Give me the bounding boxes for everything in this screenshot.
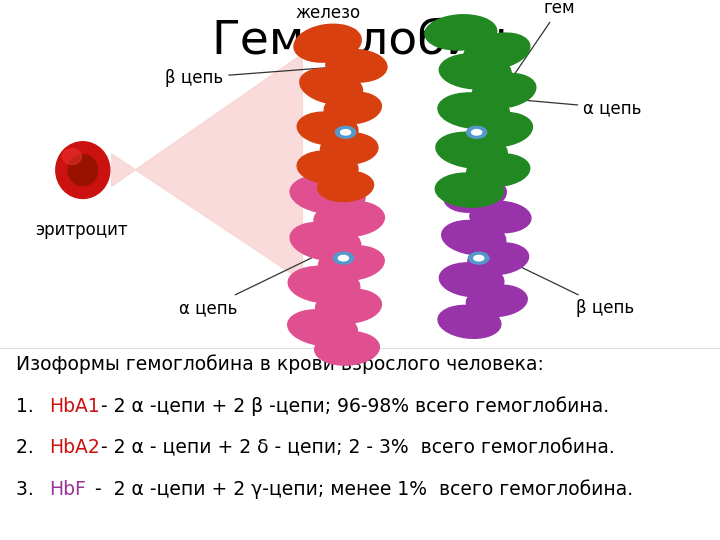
Text: эритроцит: эритроцит bbox=[35, 221, 127, 239]
Ellipse shape bbox=[464, 33, 530, 70]
Ellipse shape bbox=[294, 24, 361, 62]
Ellipse shape bbox=[467, 126, 487, 138]
Ellipse shape bbox=[425, 15, 497, 50]
Text: HbA1: HbA1 bbox=[50, 396, 100, 416]
Polygon shape bbox=[112, 54, 302, 281]
Ellipse shape bbox=[315, 332, 379, 365]
Ellipse shape bbox=[336, 126, 356, 138]
Ellipse shape bbox=[439, 53, 511, 89]
Text: железо: железо bbox=[295, 4, 360, 124]
Ellipse shape bbox=[438, 305, 501, 339]
Ellipse shape bbox=[470, 201, 531, 233]
Ellipse shape bbox=[442, 220, 505, 255]
Ellipse shape bbox=[300, 69, 363, 104]
Ellipse shape bbox=[297, 151, 358, 184]
Ellipse shape bbox=[469, 112, 532, 147]
Ellipse shape bbox=[63, 148, 81, 165]
Ellipse shape bbox=[290, 175, 365, 214]
Text: α цепь: α цепь bbox=[179, 249, 329, 317]
Ellipse shape bbox=[341, 130, 351, 135]
Text: Изоформы гемоглобина в крови взрослого человека:: Изоформы гемоглобина в крови взрослого ч… bbox=[16, 355, 544, 374]
Ellipse shape bbox=[68, 154, 98, 186]
Text: - 2 α -цепи + 2 β -цепи; 96-98% всего гемоглобина.: - 2 α -цепи + 2 β -цепи; 96-98% всего ге… bbox=[94, 396, 608, 416]
Text: HbF: HbF bbox=[50, 480, 86, 499]
Ellipse shape bbox=[444, 179, 506, 212]
Ellipse shape bbox=[326, 50, 387, 82]
Ellipse shape bbox=[320, 133, 378, 164]
Ellipse shape bbox=[439, 263, 504, 296]
Ellipse shape bbox=[318, 246, 384, 280]
Text: - 2 α - цепи + 2 δ - цепи; 2 - 3%  всего гемоглобина.: - 2 α - цепи + 2 δ - цепи; 2 - 3% всего … bbox=[94, 438, 614, 457]
Text: HbA2: HbA2 bbox=[50, 438, 100, 457]
Ellipse shape bbox=[468, 243, 528, 274]
Ellipse shape bbox=[436, 132, 508, 168]
Ellipse shape bbox=[436, 173, 503, 207]
Ellipse shape bbox=[318, 171, 374, 201]
Ellipse shape bbox=[314, 201, 384, 237]
Ellipse shape bbox=[438, 93, 510, 129]
Ellipse shape bbox=[467, 154, 530, 186]
Ellipse shape bbox=[472, 73, 536, 108]
Ellipse shape bbox=[469, 252, 489, 264]
Ellipse shape bbox=[333, 252, 354, 264]
Text: α цепь: α цепь bbox=[492, 97, 642, 117]
Ellipse shape bbox=[324, 92, 382, 124]
Ellipse shape bbox=[288, 266, 360, 303]
Ellipse shape bbox=[290, 222, 361, 260]
Ellipse shape bbox=[297, 112, 358, 145]
Ellipse shape bbox=[315, 289, 382, 323]
Text: 2.: 2. bbox=[16, 438, 40, 457]
Ellipse shape bbox=[472, 130, 482, 135]
Text: гем: гем bbox=[478, 0, 575, 127]
Text: β цепь: β цепь bbox=[165, 68, 327, 87]
Ellipse shape bbox=[467, 285, 527, 316]
Ellipse shape bbox=[56, 141, 110, 199]
Text: β цепь: β цепь bbox=[485, 249, 634, 317]
Text: 3.: 3. bbox=[16, 480, 40, 499]
Ellipse shape bbox=[338, 255, 348, 261]
Ellipse shape bbox=[474, 255, 484, 261]
Text: Гемоглобин: Гемоглобин bbox=[212, 19, 508, 64]
Text: 1.: 1. bbox=[16, 396, 40, 416]
Ellipse shape bbox=[288, 310, 357, 346]
Text: -  2 α -цепи + 2 γ-цепи; менее 1%  всего гемоглобина.: - 2 α -цепи + 2 γ-цепи; менее 1% всего г… bbox=[84, 480, 634, 499]
